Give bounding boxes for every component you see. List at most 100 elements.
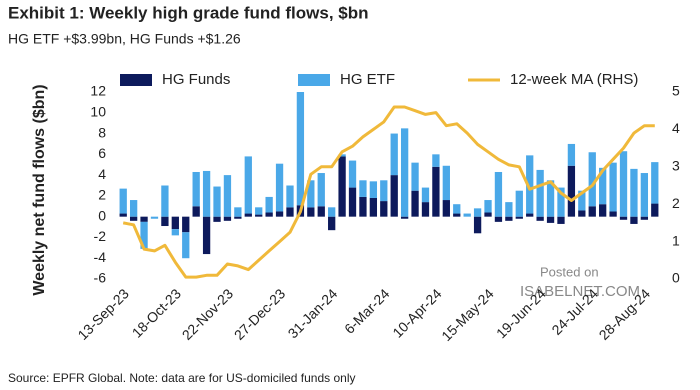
bar	[630, 168, 638, 217]
y-tick-label: 6	[98, 145, 106, 161]
bar	[150, 216, 159, 219]
bar	[599, 167, 607, 205]
bar	[546, 216, 555, 223]
bar	[307, 180, 315, 208]
bar	[400, 216, 409, 219]
y2-tick-label: 1	[672, 232, 680, 248]
bar	[171, 216, 179, 230]
bar	[421, 187, 430, 203]
bar	[307, 207, 315, 217]
bar	[473, 216, 482, 234]
legend-label: HG Funds	[162, 71, 230, 88]
bar	[119, 188, 127, 214]
x-tick-label: 18-Oct-23	[129, 285, 184, 340]
bar	[578, 210, 586, 217]
bar	[640, 216, 649, 220]
bar	[161, 185, 169, 217]
bar	[609, 162, 617, 212]
x-tick-label: 6-Mar-24	[341, 285, 393, 337]
bar	[630, 216, 638, 224]
y-tick-label: 2	[98, 187, 106, 203]
bar	[328, 207, 336, 217]
y-tick-label: 4	[98, 166, 106, 182]
bar	[546, 180, 555, 217]
legend-swatch	[298, 74, 330, 86]
y-tick-label: -2	[94, 228, 107, 244]
y2-tick-label: 5	[672, 83, 680, 99]
bar	[432, 154, 440, 167]
bar	[369, 181, 378, 198]
bar	[359, 180, 367, 197]
bar	[505, 202, 513, 217]
bar	[119, 213, 127, 217]
bar	[286, 185, 294, 208]
bar	[171, 229, 179, 236]
bar	[182, 216, 190, 233]
y-tick-label: 10	[90, 103, 106, 119]
bar	[484, 200, 492, 213]
bar	[588, 206, 596, 217]
bar	[421, 202, 430, 217]
bar	[234, 216, 242, 219]
legend-label: HG ETF	[340, 71, 395, 88]
bar	[515, 190, 523, 217]
bar	[192, 171, 200, 207]
bar	[275, 163, 284, 212]
bar	[255, 214, 263, 217]
bar	[411, 190, 419, 217]
bar	[609, 211, 617, 217]
bar	[432, 166, 440, 217]
bar	[275, 211, 284, 217]
bar	[223, 175, 232, 217]
y-tick-label: 8	[98, 124, 106, 140]
bar	[619, 216, 628, 220]
bar	[140, 221, 148, 249]
bar	[296, 92, 305, 206]
bar	[265, 196, 273, 213]
x-tick-label: 27-Dec-23	[231, 285, 289, 343]
bar	[380, 201, 388, 217]
bar	[348, 187, 357, 217]
bar	[515, 216, 523, 219]
bar	[348, 160, 357, 188]
bar	[536, 216, 544, 221]
y2-tick-label: 4	[672, 120, 680, 136]
bar	[484, 212, 492, 217]
bar	[129, 216, 138, 221]
chart-title: Exhibit 1: Weekly high grade fund flows,…	[8, 3, 369, 22]
bar	[494, 171, 503, 217]
y-tick-label: 12	[90, 83, 106, 99]
bar	[442, 165, 450, 201]
bar	[161, 216, 169, 227]
bar	[390, 175, 398, 217]
bar	[317, 173, 325, 207]
bar	[202, 216, 211, 255]
y-axis-label: Weekly net fund flows ($bn)	[31, 84, 48, 295]
watermark: Posted on	[540, 264, 599, 279]
bar	[213, 186, 221, 217]
y-tick-label: 0	[98, 207, 106, 223]
bar	[526, 213, 534, 217]
bar	[651, 162, 659, 204]
bar	[182, 232, 190, 259]
bar	[223, 216, 232, 221]
bar	[400, 128, 409, 217]
bar	[473, 208, 482, 217]
bar	[338, 154, 346, 157]
bar	[651, 203, 659, 217]
x-tick-label: 15-May-24	[438, 285, 497, 344]
bar	[526, 155, 534, 214]
bar	[213, 216, 221, 222]
bar	[442, 200, 450, 217]
bar	[380, 180, 388, 202]
bar	[359, 196, 367, 217]
bar	[463, 213, 471, 217]
y-tick-label: -4	[94, 249, 107, 265]
bar	[202, 170, 211, 217]
bar	[286, 207, 294, 217]
bar	[317, 206, 325, 217]
bar	[557, 187, 565, 217]
bar	[557, 216, 565, 224]
bar	[453, 213, 461, 217]
